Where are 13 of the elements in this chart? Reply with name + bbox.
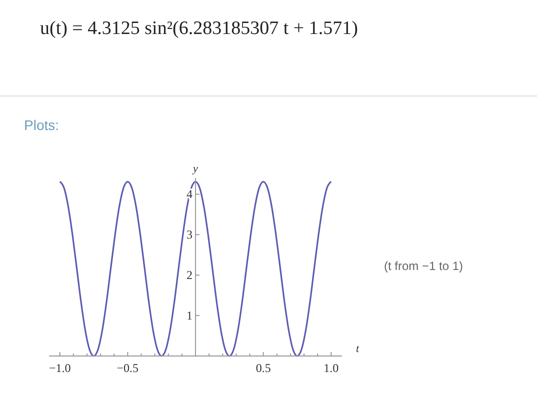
x-tick-label: −1.0 — [48, 361, 71, 375]
chart-title: u(t) = 4.3125 sin²(6.283185307 t + 1.571) — [40, 18, 358, 39]
y-axis-title: y — [192, 163, 198, 175]
x-tick-label: −0.5 — [116, 361, 139, 375]
text: (t from −1 to 1) — [384, 259, 464, 273]
y-tick-label: 1 — [186, 308, 192, 323]
x-axis-title: t — [356, 343, 360, 355]
chart-subtitle: Plots: — [24, 117, 60, 133]
x-tick-label: 0.5 — [256, 361, 271, 375]
y-tick-label: 3 — [186, 228, 192, 242]
line-series — [59, 180, 332, 357]
x-tick-label: 1.0 — [324, 361, 339, 375]
y-tick-label: 2 — [186, 268, 192, 282]
